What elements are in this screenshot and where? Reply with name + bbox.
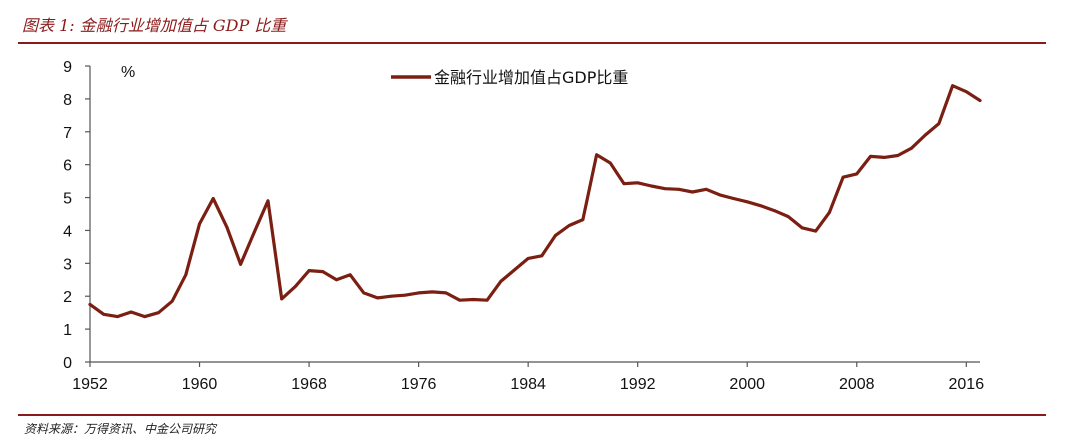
data-point: [513, 268, 516, 272]
y-tick-label: 1: [63, 322, 72, 339]
x-axis: 1952 1960 1968 1976 1984 1992 2000 2008 2016: [72, 361, 985, 393]
title-divider: [18, 42, 1046, 44]
data-point: [252, 230, 256, 234]
data-point: [636, 181, 640, 185]
data-point: [184, 273, 188, 277]
data-point: [745, 200, 749, 204]
data-point: [827, 210, 831, 214]
data-point: [567, 224, 571, 227]
data-point: [814, 229, 818, 233]
y-axis: 0 1 2 3 4 5 6 7 8 9: [63, 59, 91, 372]
data-point: [321, 270, 325, 273]
data-point: [307, 269, 311, 272]
data-point: [458, 298, 462, 302]
footer-divider: [18, 414, 1046, 416]
data-point: [376, 296, 379, 300]
data-point: [869, 155, 872, 158]
data-point: [718, 193, 722, 197]
data-point: [389, 294, 393, 298]
data-point: [608, 161, 612, 165]
unit-label: %: [121, 64, 135, 81]
y-tick-label: 0: [63, 355, 72, 372]
x-tick-label: 1976: [401, 376, 437, 393]
data-point: [293, 284, 297, 288]
y-tick-label: 5: [63, 191, 72, 208]
x-tick-label: 2016: [949, 376, 985, 393]
data-point: [417, 291, 421, 295]
data-point: [348, 273, 352, 277]
data-point: [691, 190, 694, 194]
data-point: [280, 297, 284, 301]
data-point: [978, 99, 982, 102]
data-point: [143, 315, 147, 319]
source-note: 资料来源：万得资讯、中金公司研究: [24, 422, 217, 436]
data-point: [129, 310, 133, 314]
data-point: [225, 225, 229, 229]
data-point: [198, 222, 201, 226]
data-point: [841, 175, 845, 179]
data-point: [403, 293, 407, 297]
data-point: [759, 204, 763, 208]
data-point: [362, 291, 366, 295]
data-point: [663, 187, 667, 191]
data-point: [444, 291, 448, 295]
data-point: [855, 172, 859, 176]
data-point: [335, 278, 338, 282]
data-point: [704, 187, 708, 191]
legend-label: 金融行业增加值占GDP比重: [434, 68, 628, 87]
data-point: [951, 84, 955, 88]
x-tick-label: 1952: [72, 376, 108, 393]
data-point: [581, 218, 585, 221]
data-point: [896, 154, 900, 157]
data-point: [622, 182, 626, 186]
data-point: [170, 299, 174, 303]
data-point: [526, 257, 530, 260]
data-point: [786, 215, 790, 219]
y-tick-label: 3: [63, 256, 72, 273]
data-point: [923, 133, 927, 137]
data-point: [910, 146, 913, 150]
x-tick-label: 1984: [510, 376, 546, 393]
series-group: [88, 84, 982, 319]
legend: 金融行业增加值占GDP比重: [391, 68, 628, 87]
y-tick-label: 2: [63, 289, 72, 306]
y-tick-label: 8: [63, 92, 72, 109]
data-point: [595, 153, 599, 157]
x-tick-label: 1992: [620, 376, 656, 393]
data-point: [157, 311, 160, 315]
data-point: [937, 122, 941, 125]
data-point: [88, 303, 92, 306]
x-tick-label: 1968: [291, 376, 327, 393]
data-point: [554, 233, 557, 237]
data-point: [882, 156, 886, 159]
data-point: [266, 199, 270, 203]
data-point: [732, 197, 735, 200]
data-point: [485, 298, 489, 302]
y-tick-label: 4: [63, 223, 72, 240]
data-point: [540, 254, 544, 258]
data-point: [211, 197, 215, 200]
data-point: [649, 184, 653, 188]
data-point: [430, 290, 434, 294]
data-point: [471, 298, 475, 301]
data-point: [115, 315, 119, 319]
y-tick-label: 9: [63, 59, 72, 76]
y-tick-label: 7: [63, 125, 72, 142]
data-point: [800, 226, 804, 230]
data-point: [964, 90, 968, 94]
data-point: [102, 312, 106, 316]
x-tick-label: 1960: [182, 376, 218, 393]
data-point: [239, 262, 243, 266]
y-tick-label: 6: [63, 158, 72, 175]
x-tick-label: 2000: [729, 376, 765, 393]
data-point: [677, 187, 681, 191]
chart-title: 图表 1: 金融行业增加值占 GDP 比重: [22, 16, 287, 35]
data-point: [499, 280, 503, 283]
series-line: [88, 84, 982, 319]
x-tick-label: 2008: [839, 376, 875, 393]
data-point: [773, 209, 777, 213]
